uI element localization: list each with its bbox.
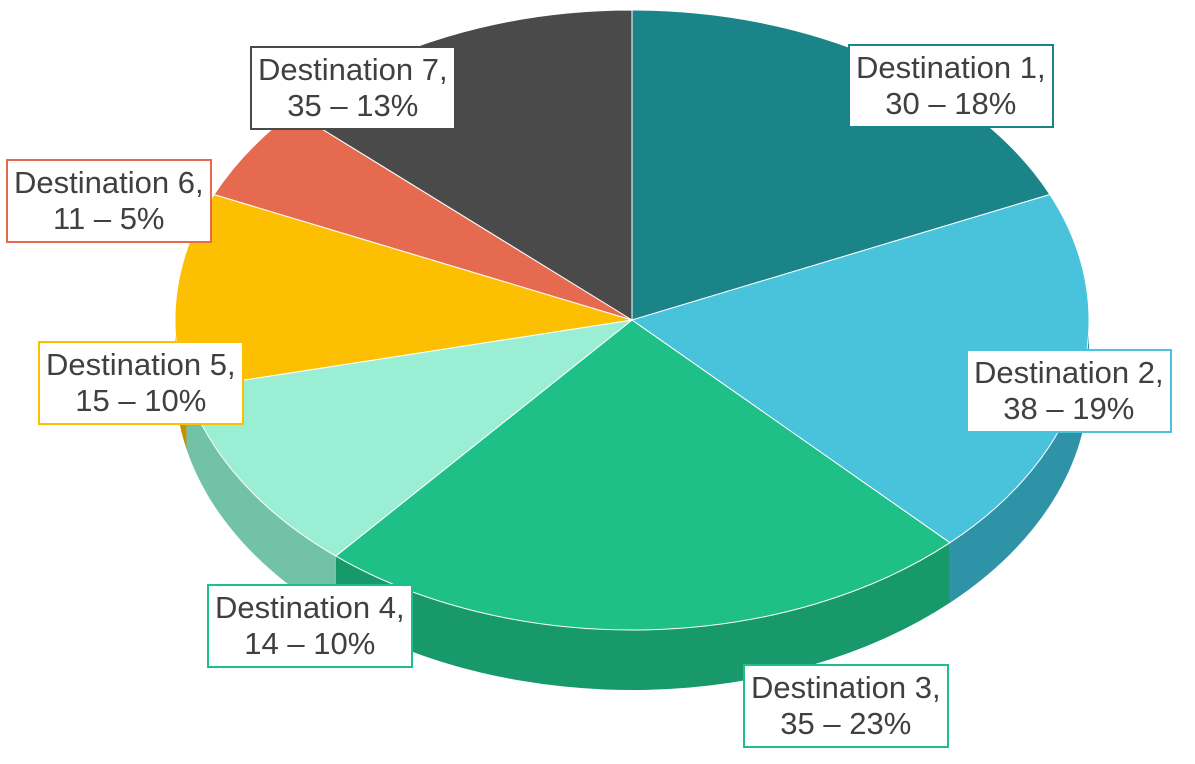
slice-label-value: 38 – 19% — [1003, 391, 1135, 426]
pie-side-destination-2 — [949, 320, 1089, 603]
slice-label-name: Destination 7, — [258, 52, 448, 87]
pie-side-destination-4 — [186, 388, 336, 617]
slice-label-destination-6: Destination 6, 11 – 5% — [6, 159, 212, 243]
slice-label-value: 11 – 5% — [53, 201, 165, 236]
slice-label-name: Destination 3, — [751, 670, 941, 705]
slice-label-name: Destination 4, — [215, 590, 405, 625]
slice-label-destination-3: Destination 3, 35 – 23% — [743, 664, 949, 748]
slice-label-name: Destination 6, — [14, 165, 204, 200]
slice-label-name: Destination 2, — [974, 355, 1164, 390]
slice-label-destination-5: Destination 5, 15 – 10% — [38, 341, 244, 425]
slice-label-destination-2: Destination 2, 38 – 19% — [966, 349, 1172, 433]
slice-label-name: Destination 1, — [856, 50, 1046, 85]
slice-label-value: 30 – 18% — [885, 86, 1017, 121]
slice-label-value: 35 – 13% — [287, 88, 419, 123]
slice-label-value: 15 – 10% — [75, 383, 207, 418]
slice-label-destination-1: Destination 1, 30 – 18% — [848, 44, 1054, 128]
slice-label-destination-4: Destination 4, 14 – 10% — [207, 584, 413, 668]
slice-label-value: 14 – 10% — [244, 626, 376, 661]
slice-label-value: 35 – 23% — [780, 706, 912, 741]
slice-label-destination-7: Destination 7, 35 – 13% — [250, 46, 456, 130]
pie-side-destination-3 — [335, 542, 950, 690]
slice-label-name: Destination 5, — [46, 347, 236, 382]
